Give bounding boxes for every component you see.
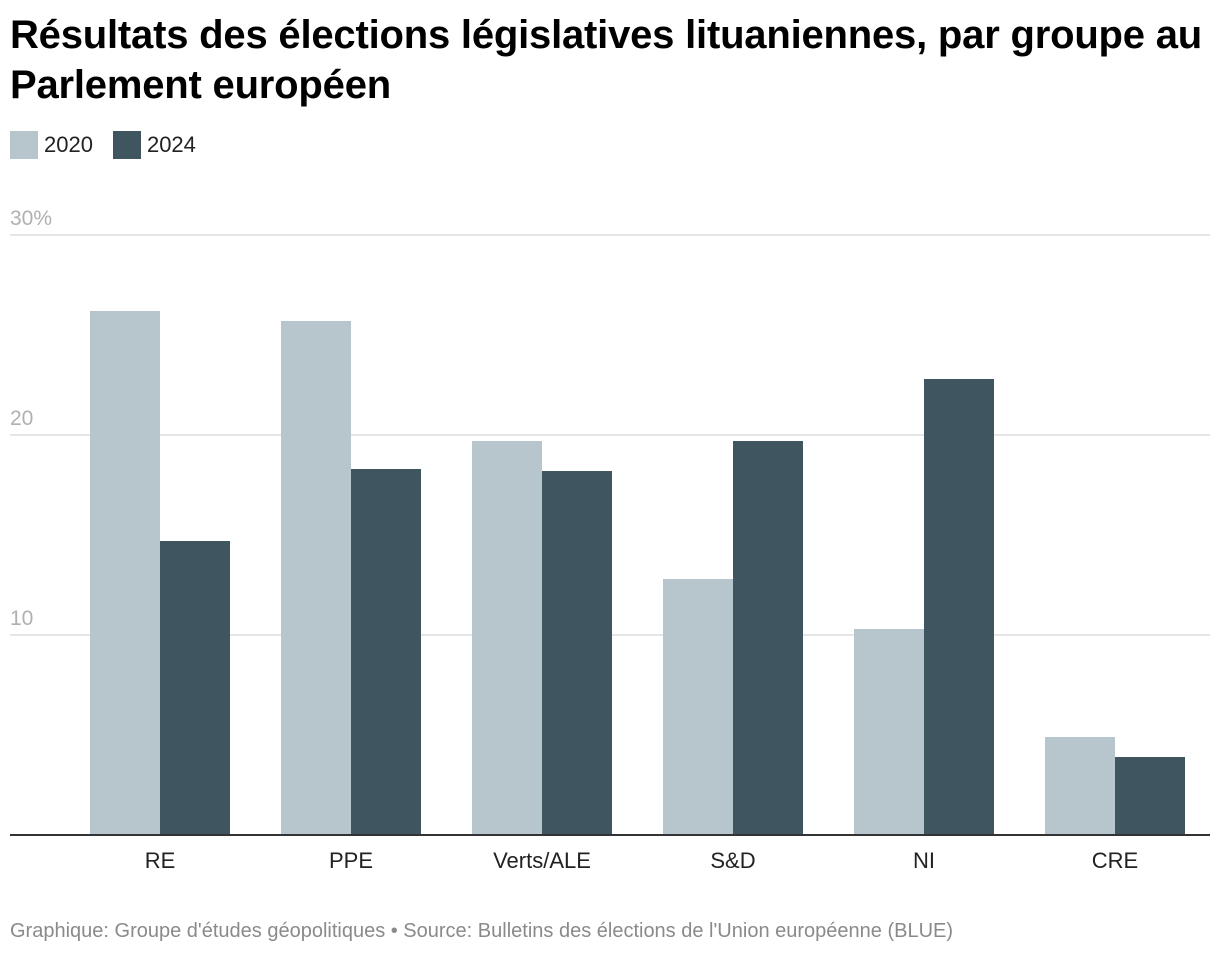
legend-swatch-2024 bbox=[112, 131, 141, 159]
x-tick-label: S&D bbox=[710, 848, 755, 873]
bar-2020-ni bbox=[854, 629, 924, 835]
x-tick-label: RE bbox=[145, 848, 176, 873]
bar-2024-verts-ale bbox=[542, 471, 612, 835]
x-tick-label: Verts/ALE bbox=[493, 848, 591, 873]
bar-2020-ppe bbox=[281, 321, 351, 835]
bar-2020-re bbox=[90, 311, 160, 835]
x-tick-label: NI bbox=[913, 848, 935, 873]
bar-2020-verts-ale bbox=[472, 441, 542, 835]
x-tick-label: CRE bbox=[1092, 848, 1138, 873]
y-tick-label: 30% bbox=[10, 207, 52, 230]
bar-chart: 30% 20 10 RE PPE Verts/ALE S&D NI CRE bbox=[10, 207, 1210, 873]
bar-2024-cre bbox=[1115, 757, 1185, 835]
bar-2024-re bbox=[160, 541, 230, 835]
y-tick-label: 10 bbox=[10, 607, 33, 630]
legend-item-2024: 2024 bbox=[112, 131, 196, 159]
x-tick-label: PPE bbox=[329, 848, 373, 873]
y-tick-label: 20 bbox=[10, 407, 33, 430]
legend-item-2020: 2020 bbox=[10, 131, 93, 159]
chart-title: Résultats des élections législatives lit… bbox=[10, 13, 1203, 107]
legend-label-2020: 2020 bbox=[44, 132, 93, 157]
bar-2024-s-d bbox=[733, 441, 803, 835]
footer-credit: Graphique: Groupe d'études géopolitiques… bbox=[10, 920, 954, 942]
legend-swatch-2020 bbox=[10, 131, 38, 159]
bar-2020-cre bbox=[1045, 737, 1115, 835]
bar-2024-ppe bbox=[351, 469, 421, 835]
legend-label-2024: 2024 bbox=[146, 132, 196, 157]
legend: 2020 2024 bbox=[10, 131, 216, 159]
bar-2020-s-d bbox=[663, 579, 733, 835]
bar-2024-ni bbox=[924, 379, 994, 835]
